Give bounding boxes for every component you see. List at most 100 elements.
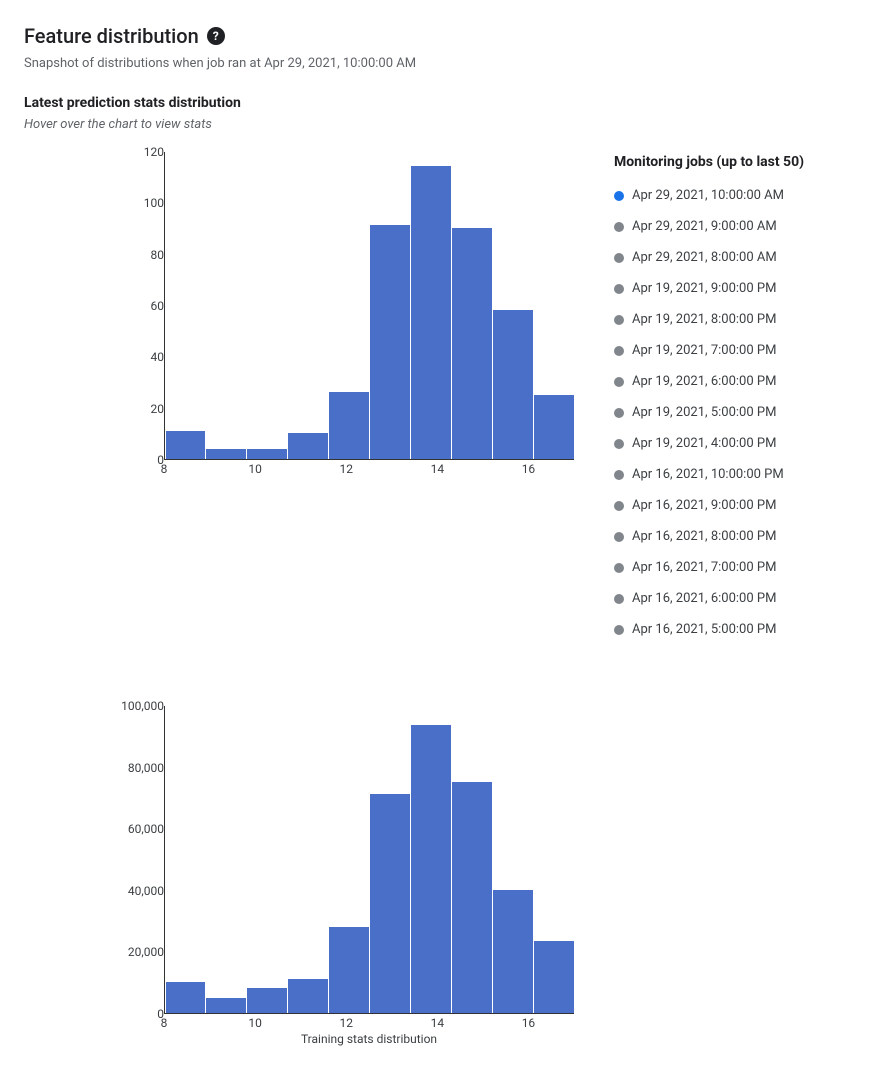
y-tick-label: 0 [112, 1007, 164, 1021]
job-status-dot-icon [614, 594, 624, 604]
header: Feature distribution ? [24, 24, 872, 48]
histogram-bar[interactable] [534, 941, 574, 1013]
x-tick-label: 16 [522, 1016, 536, 1030]
job-status-dot-icon [614, 408, 624, 418]
y-tick-label: 20 [112, 402, 164, 416]
monitoring-job-label: Apr 19, 2021, 5:00:00 PM [632, 405, 776, 420]
histogram-bar[interactable] [493, 310, 533, 459]
monitoring-job-label: Apr 16, 2021, 9:00:00 PM [632, 498, 776, 513]
x-tick-label: 14 [431, 462, 445, 476]
monitoring-job-item[interactable]: Apr 16, 2021, 8:00:00 PM [614, 521, 804, 552]
job-status-dot-icon [614, 191, 624, 201]
histogram-bar[interactable] [329, 927, 369, 1013]
monitoring-job-item[interactable]: Apr 16, 2021, 10:00:00 PM [614, 459, 804, 490]
monitoring-job-label: Apr 16, 2021, 10:00:00 PM [632, 467, 784, 482]
job-status-dot-icon [614, 315, 624, 325]
x-tick-label: 10 [248, 1016, 262, 1030]
monitoring-job-item[interactable]: Apr 19, 2021, 5:00:00 PM [614, 397, 804, 428]
x-tick-label: 12 [339, 1016, 353, 1030]
histogram-bar[interactable] [206, 449, 246, 459]
prediction-chart[interactable]: 020406080100120810121416 [104, 152, 574, 476]
y-tick-label: 60,000 [112, 822, 164, 836]
training-chart[interactable]: 020,00040,00060,00080,000100,00081012141… [104, 706, 574, 1046]
y-tick-label: 100,000 [112, 699, 164, 713]
y-tick-label: 100 [112, 196, 164, 210]
monitoring-job-item[interactable]: Apr 19, 2021, 6:00:00 PM [614, 366, 804, 397]
monitoring-job-label: Apr 29, 2021, 10:00:00 AM [632, 188, 784, 203]
y-tick-label: 80 [112, 248, 164, 262]
monitoring-jobs-list: Apr 29, 2021, 10:00:00 AM Apr 29, 2021, 9… [614, 180, 804, 645]
x-tick-label: 10 [248, 462, 262, 476]
job-status-dot-icon [614, 501, 624, 511]
histogram-bar[interactable] [411, 166, 451, 459]
monitoring-job-item[interactable]: Apr 19, 2021, 7:00:00 PM [614, 335, 804, 366]
monitoring-job-label: Apr 19, 2021, 9:00:00 PM [632, 281, 776, 296]
histogram-bar[interactable] [247, 988, 287, 1013]
x-tick-label: 8 [161, 1016, 168, 1030]
histogram-bar[interactable] [166, 982, 206, 1013]
charts-column: 0 20 40 60 80 100 120 8 10 12 14 16 0 20,000 40,000 60… [24, 144, 574, 1046]
monitoring-job-label: Apr 19, 2021, 7:00:00 PM [632, 343, 776, 358]
monitoring-job-label: Apr 16, 2021, 6:00:00 PM [632, 591, 776, 606]
monitoring-job-item[interactable]: Apr 29, 2021, 8:00:00 AM [614, 242, 804, 273]
monitoring-job-label: Apr 19, 2021, 6:00:00 PM [632, 374, 776, 389]
y-tick-label: 80,000 [112, 761, 164, 775]
job-status-dot-icon [614, 253, 624, 263]
job-status-dot-icon [614, 625, 624, 635]
monitoring-job-item[interactable]: Apr 19, 2021, 8:00:00 PM [614, 304, 804, 335]
monitoring-job-label: Apr 29, 2021, 9:00:00 AM [632, 219, 777, 234]
y-tick-label: 40 [112, 350, 164, 364]
y-tick-label: 40,000 [112, 884, 164, 898]
histogram-bar[interactable] [329, 392, 369, 459]
job-status-dot-icon [614, 222, 624, 232]
monitoring-job-label: Apr 29, 2021, 8:00:00 AM [632, 250, 777, 265]
histogram-bar[interactable] [370, 794, 410, 1013]
monitoring-job-label: Apr 16, 2021, 7:00:00 PM [632, 560, 776, 575]
monitoring-job-item[interactable]: Apr 19, 2021, 4:00:00 PM [614, 428, 804, 459]
histogram-bar[interactable] [206, 998, 246, 1013]
page-title: Feature distribution [24, 24, 199, 48]
histogram-bar[interactable] [452, 782, 492, 1013]
histogram-bar[interactable] [247, 449, 287, 459]
histogram-bar[interactable] [411, 725, 451, 1013]
snapshot-subtitle: Snapshot of distributions when job ran a… [24, 56, 872, 71]
monitoring-job-label: Apr 16, 2021, 8:00:00 PM [632, 529, 776, 544]
job-status-dot-icon [614, 470, 624, 480]
monitoring-jobs-panel: Monitoring jobs (up to last 50) Apr 29, … [614, 144, 804, 645]
histogram-bar[interactable] [493, 890, 533, 1013]
histogram-bar[interactable] [534, 395, 574, 459]
monitoring-job-item[interactable]: Apr 16, 2021, 6:00:00 PM [614, 583, 804, 614]
hover-hint: Hover over the chart to view stats [24, 117, 872, 132]
histogram-bar[interactable] [452, 228, 492, 459]
histogram-bar[interactable] [370, 225, 410, 459]
histogram-bar[interactable] [288, 979, 328, 1013]
monitoring-job-label: Apr 19, 2021, 8:00:00 PM [632, 312, 776, 327]
monitoring-job-item[interactable]: Apr 16, 2021, 5:00:00 PM [614, 614, 804, 645]
y-tick-label: 120 [112, 145, 164, 159]
job-status-dot-icon [614, 284, 624, 294]
y-tick-label: 20,000 [112, 945, 164, 959]
x-tick-label: 8 [161, 462, 168, 476]
x-tick-label: 14 [431, 1016, 445, 1030]
monitoring-job-item[interactable]: Apr 29, 2021, 10:00:00 AM [614, 180, 804, 211]
job-status-dot-icon [614, 532, 624, 542]
job-status-dot-icon [614, 377, 624, 387]
x-tick-label: 12 [339, 462, 353, 476]
monitoring-jobs-title: Monitoring jobs (up to last 50) [614, 154, 804, 170]
main-layout: 0 20 40 60 80 100 120 8 10 12 14 16 0 20,000 40,000 60… [24, 144, 872, 1046]
x-tick-label: 16 [522, 462, 536, 476]
monitoring-job-item[interactable]: Apr 29, 2021, 9:00:00 AM [614, 211, 804, 242]
y-tick-label: 0 [112, 453, 164, 467]
histogram-bar[interactable] [166, 431, 206, 459]
histogram-bar[interactable] [288, 433, 328, 459]
monitoring-job-item[interactable]: Apr 16, 2021, 9:00:00 PM [614, 490, 804, 521]
monitoring-job-label: Apr 16, 2021, 5:00:00 PM [632, 622, 776, 637]
y-tick-label: 60 [112, 299, 164, 313]
monitoring-job-label: Apr 19, 2021, 4:00:00 PM [632, 436, 776, 451]
x-axis-title: Training stats distribution [164, 1032, 574, 1046]
prediction-section-label: Latest prediction stats distribution [24, 95, 872, 111]
help-icon[interactable]: ? [207, 27, 225, 45]
monitoring-job-item[interactable]: Apr 19, 2021, 9:00:00 PM [614, 273, 804, 304]
monitoring-job-item[interactable]: Apr 16, 2021, 7:00:00 PM [614, 552, 804, 583]
job-status-dot-icon [614, 346, 624, 356]
